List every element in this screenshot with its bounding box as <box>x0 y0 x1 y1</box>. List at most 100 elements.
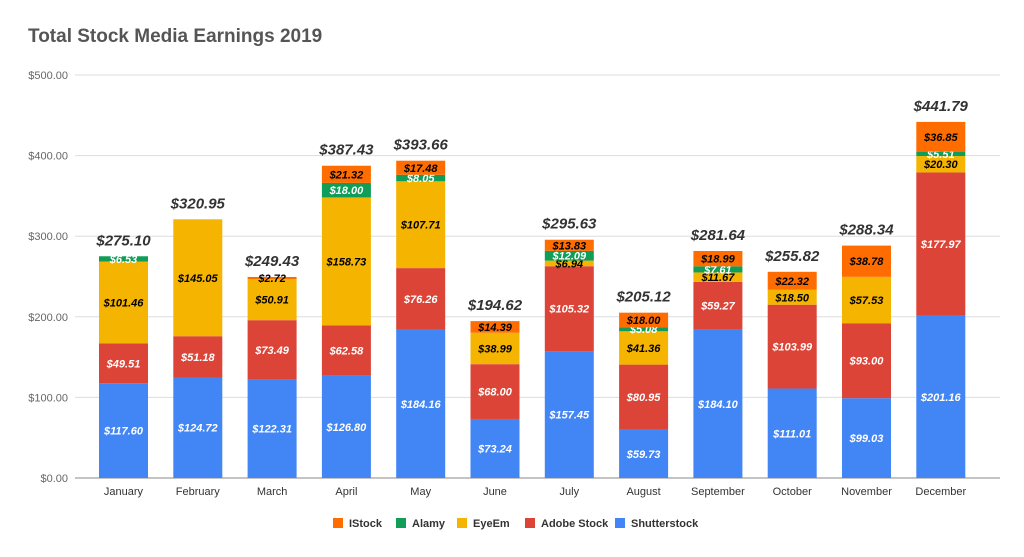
bar-segment-istock <box>470 321 520 333</box>
data-label: $41.36 <box>626 343 662 355</box>
x-tick-label: October <box>773 486 812 498</box>
data-label: $18.00 <box>626 315 662 327</box>
data-label: $11.67 <box>700 272 735 284</box>
data-label: $73.49 <box>254 345 290 357</box>
bar-segment-eyeem <box>470 332 520 365</box>
bar-segment-eyeem <box>99 261 148 344</box>
data-label: $57.53 <box>849 295 884 307</box>
bar-segment-shutterstock <box>544 351 594 478</box>
y-tick-label: $0.00 <box>40 473 68 485</box>
data-label: $49.51 <box>106 358 141 370</box>
bar-segment-shutterstock <box>619 429 669 478</box>
bar-segment-eyeem <box>916 156 966 173</box>
bar-segment-istock <box>321 165 371 183</box>
bar-segment-istock <box>767 271 817 290</box>
bar-segment-eyeem <box>247 279 297 321</box>
data-label: $6.53 <box>109 254 138 266</box>
data-label: $101.46 <box>103 297 145 309</box>
data-label: $103.99 <box>771 342 813 354</box>
data-label: $8.05 <box>406 173 435 185</box>
bar-segment-eyeem <box>842 276 891 324</box>
bar-segment-eyeem <box>619 331 669 365</box>
x-tick-label: December <box>915 486 966 498</box>
y-tick-label: $100.00 <box>28 392 68 404</box>
y-tick-label: $500.00 <box>28 70 68 82</box>
total-label: $281.64 <box>690 227 746 244</box>
data-label: $68.00 <box>477 387 513 399</box>
data-label: $38.78 <box>849 256 885 268</box>
bar-segment-alamy <box>99 256 148 262</box>
bar-segment-adobe-stock <box>767 304 817 389</box>
total-label: $393.66 <box>393 137 449 154</box>
total-label: $255.82 <box>764 248 820 265</box>
bar-segment-adobe-stock <box>173 336 223 378</box>
legend-swatch <box>457 518 467 528</box>
data-label: $80.95 <box>626 392 662 404</box>
bar-segment-adobe-stock <box>916 172 966 316</box>
bar-segment-eyeem <box>544 260 594 267</box>
data-label: $122.31 <box>251 424 292 436</box>
data-label: $5.51 <box>926 149 955 161</box>
bar-segment-shutterstock <box>916 315 966 478</box>
data-label: $51.18 <box>180 352 216 364</box>
legend-label: Shutterstock <box>631 518 699 530</box>
total-label: $194.62 <box>467 297 523 314</box>
data-label: $201.16 <box>920 392 962 404</box>
data-label: $157.45 <box>548 410 590 422</box>
data-label: $5.08 <box>629 324 658 336</box>
bar-segment-shutterstock <box>247 379 297 478</box>
data-label: $76.26 <box>403 294 439 306</box>
data-label: $20.30 <box>923 159 959 171</box>
data-label: $38.99 <box>477 343 513 355</box>
x-tick-label: August <box>626 486 660 498</box>
bar-segment-alamy <box>693 266 743 273</box>
x-tick-label: June <box>483 486 507 498</box>
data-label: $62.58 <box>329 346 365 358</box>
total-label: $320.95 <box>170 195 226 212</box>
bar-segment-istock <box>247 276 297 280</box>
data-label: $14.39 <box>477 322 513 334</box>
bar-segment-shutterstock <box>321 375 371 478</box>
x-tick-label: April <box>335 486 357 498</box>
bar-segment-adobe-stock <box>544 266 594 352</box>
data-label: $36.85 <box>923 132 959 144</box>
bar-segment-adobe-stock <box>470 364 520 419</box>
bar-segment-adobe-stock <box>396 268 446 330</box>
data-label: $13.83 <box>551 240 586 252</box>
total-label: $249.43 <box>244 253 300 270</box>
bar-segment-istock <box>619 312 669 328</box>
data-label: $107.71 <box>400 220 441 232</box>
x-tick-label: February <box>176 486 221 498</box>
data-label: $117.60 <box>103 426 144 438</box>
bar-segment-alamy <box>619 327 669 332</box>
bar-segment-shutterstock <box>842 398 891 478</box>
data-label: $21.32 <box>329 169 364 181</box>
data-label: $18.00 <box>329 185 365 197</box>
x-tick-label: November <box>841 486 892 498</box>
bar-segment-adobe-stock <box>321 325 371 376</box>
bar-segment-shutterstock <box>396 329 446 478</box>
bar-segment-eyeem <box>321 197 371 326</box>
bar-segment-eyeem <box>767 289 817 305</box>
bar-segment-adobe-stock <box>693 281 743 330</box>
data-label: $2.72 <box>257 273 286 285</box>
data-label: $50.91 <box>254 295 289 307</box>
data-label: $184.10 <box>697 399 739 411</box>
legend-label: EyeEm <box>473 518 510 530</box>
data-label: $124.72 <box>177 423 218 435</box>
bar-segment-istock <box>916 121 966 152</box>
legend-swatch <box>396 518 406 528</box>
total-label: $288.34 <box>838 222 894 239</box>
data-label: $158.73 <box>326 256 367 268</box>
data-label: $22.32 <box>774 276 809 288</box>
total-label: $275.10 <box>95 232 151 249</box>
bar-segment-alamy <box>396 174 446 182</box>
bar-segment-eyeem <box>396 181 446 269</box>
x-tick-label: May <box>410 486 431 498</box>
data-label: $7.61 <box>703 264 732 276</box>
bar-segment-alamy <box>544 250 594 261</box>
data-label: $111.01 <box>772 428 811 440</box>
bar-segment-adobe-stock <box>619 364 669 430</box>
chart-title: Total Stock Media Earnings 2019 <box>28 26 323 47</box>
